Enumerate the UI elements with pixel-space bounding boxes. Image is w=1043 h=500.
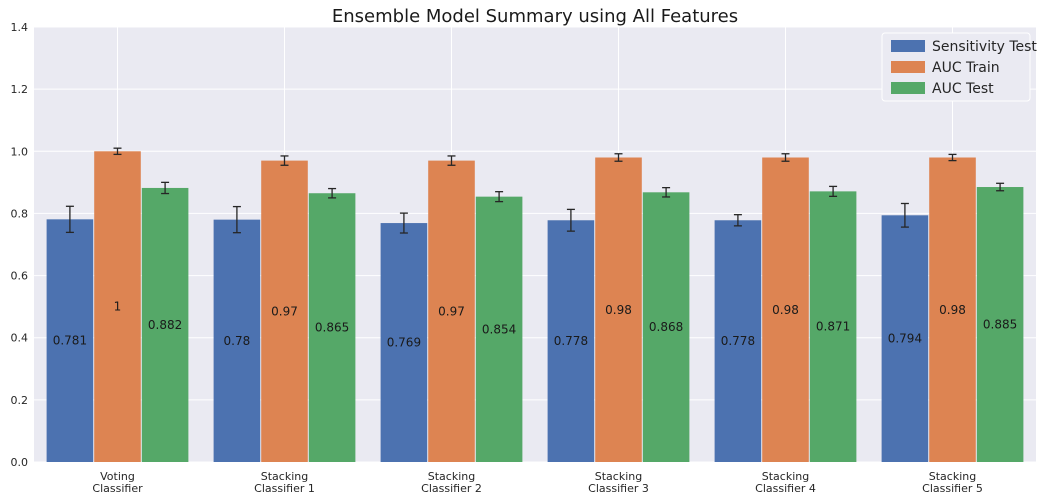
bar <box>714 220 762 462</box>
bar <box>976 187 1024 462</box>
legend-swatch <box>891 61 925 73</box>
bar <box>94 151 141 463</box>
bar <box>809 191 857 462</box>
x-tick-label: Classifier 1 <box>254 482 315 495</box>
data-label: 0.97 <box>271 304 298 318</box>
y-tick-label: 0.8 <box>11 207 29 220</box>
data-label: 0.854 <box>482 322 516 336</box>
data-label: 0.871 <box>816 320 850 334</box>
bar <box>380 223 428 462</box>
x-tick-label: Stacking <box>929 470 976 483</box>
bar <box>929 157 976 462</box>
y-tick-label: 0.6 <box>11 270 29 283</box>
y-tick-label: 1.0 <box>11 145 29 158</box>
x-tick-label: Stacking <box>762 470 809 483</box>
y-tick-label: 0.4 <box>11 332 29 345</box>
y-tick-label: 0.0 <box>11 456 29 469</box>
bar <box>595 157 642 462</box>
x-tick-label: Stacking <box>428 470 475 483</box>
bar <box>881 215 929 462</box>
data-label: 0.868 <box>649 320 683 334</box>
data-labels: 0.781 0.78 0.769 0.778 0.778 0.794 1 0.97 0.97 0.… <box>53 300 1018 350</box>
legend-label: AUC Test <box>932 81 994 97</box>
bar <box>46 219 94 462</box>
legend-swatch <box>891 40 925 52</box>
x-tick-label: Classifier 5 <box>922 482 983 495</box>
bars <box>46 151 1024 463</box>
error-bars <box>65 147 1005 234</box>
x-tick-label: Classifier <box>92 482 143 495</box>
y-tick-label: 0.2 <box>11 394 29 407</box>
bar <box>213 219 261 462</box>
bar <box>475 196 523 462</box>
data-label: 0.98 <box>605 303 632 317</box>
data-label: 0.794 <box>888 332 922 346</box>
bar <box>642 192 690 463</box>
x-tick-label: Classifier 3 <box>588 482 649 495</box>
legend-swatch <box>891 82 925 94</box>
x-tick-label: Classifier 4 <box>755 482 816 495</box>
data-label: 0.769 <box>387 336 421 350</box>
legend-label: Sensitivity Test <box>932 39 1037 55</box>
data-label: 0.97 <box>438 304 465 318</box>
bar <box>141 187 189 462</box>
bar <box>428 160 475 462</box>
data-label: 0.885 <box>983 318 1017 332</box>
bar <box>308 193 356 462</box>
plot-background <box>34 27 1036 462</box>
bar <box>762 157 809 462</box>
x-tick-label: Voting <box>100 470 135 483</box>
data-label: 0.781 <box>53 334 87 348</box>
legend-label: AUC Train <box>932 60 1000 76</box>
x-tick-label: Stacking <box>595 470 642 483</box>
data-label: 0.865 <box>315 321 349 335</box>
data-label: 0.778 <box>554 334 588 348</box>
y-tick-label: 1.2 <box>11 83 29 96</box>
legend: Sensitivity Test AUC Train AUC Test <box>881 32 1037 102</box>
data-label: 0.882 <box>148 318 182 332</box>
data-label: 0.98 <box>939 303 966 317</box>
y-tick-label: 1.4 <box>11 21 29 34</box>
bar <box>261 160 308 462</box>
data-label: 0.78 <box>224 334 251 348</box>
bar <box>547 220 595 462</box>
data-label: 1 <box>114 300 122 314</box>
y-axis: 0.0 0.2 0.4 0.6 0.8 1.0 1.2 1.4 <box>11 21 29 469</box>
data-label: 0.778 <box>721 334 755 348</box>
chart-title: Ensemble Model Summary using All Feature… <box>332 6 738 27</box>
x-tick-label: Stacking <box>261 470 308 483</box>
data-label: 0.98 <box>772 303 799 317</box>
x-tick-label: Classifier 2 <box>421 482 482 495</box>
